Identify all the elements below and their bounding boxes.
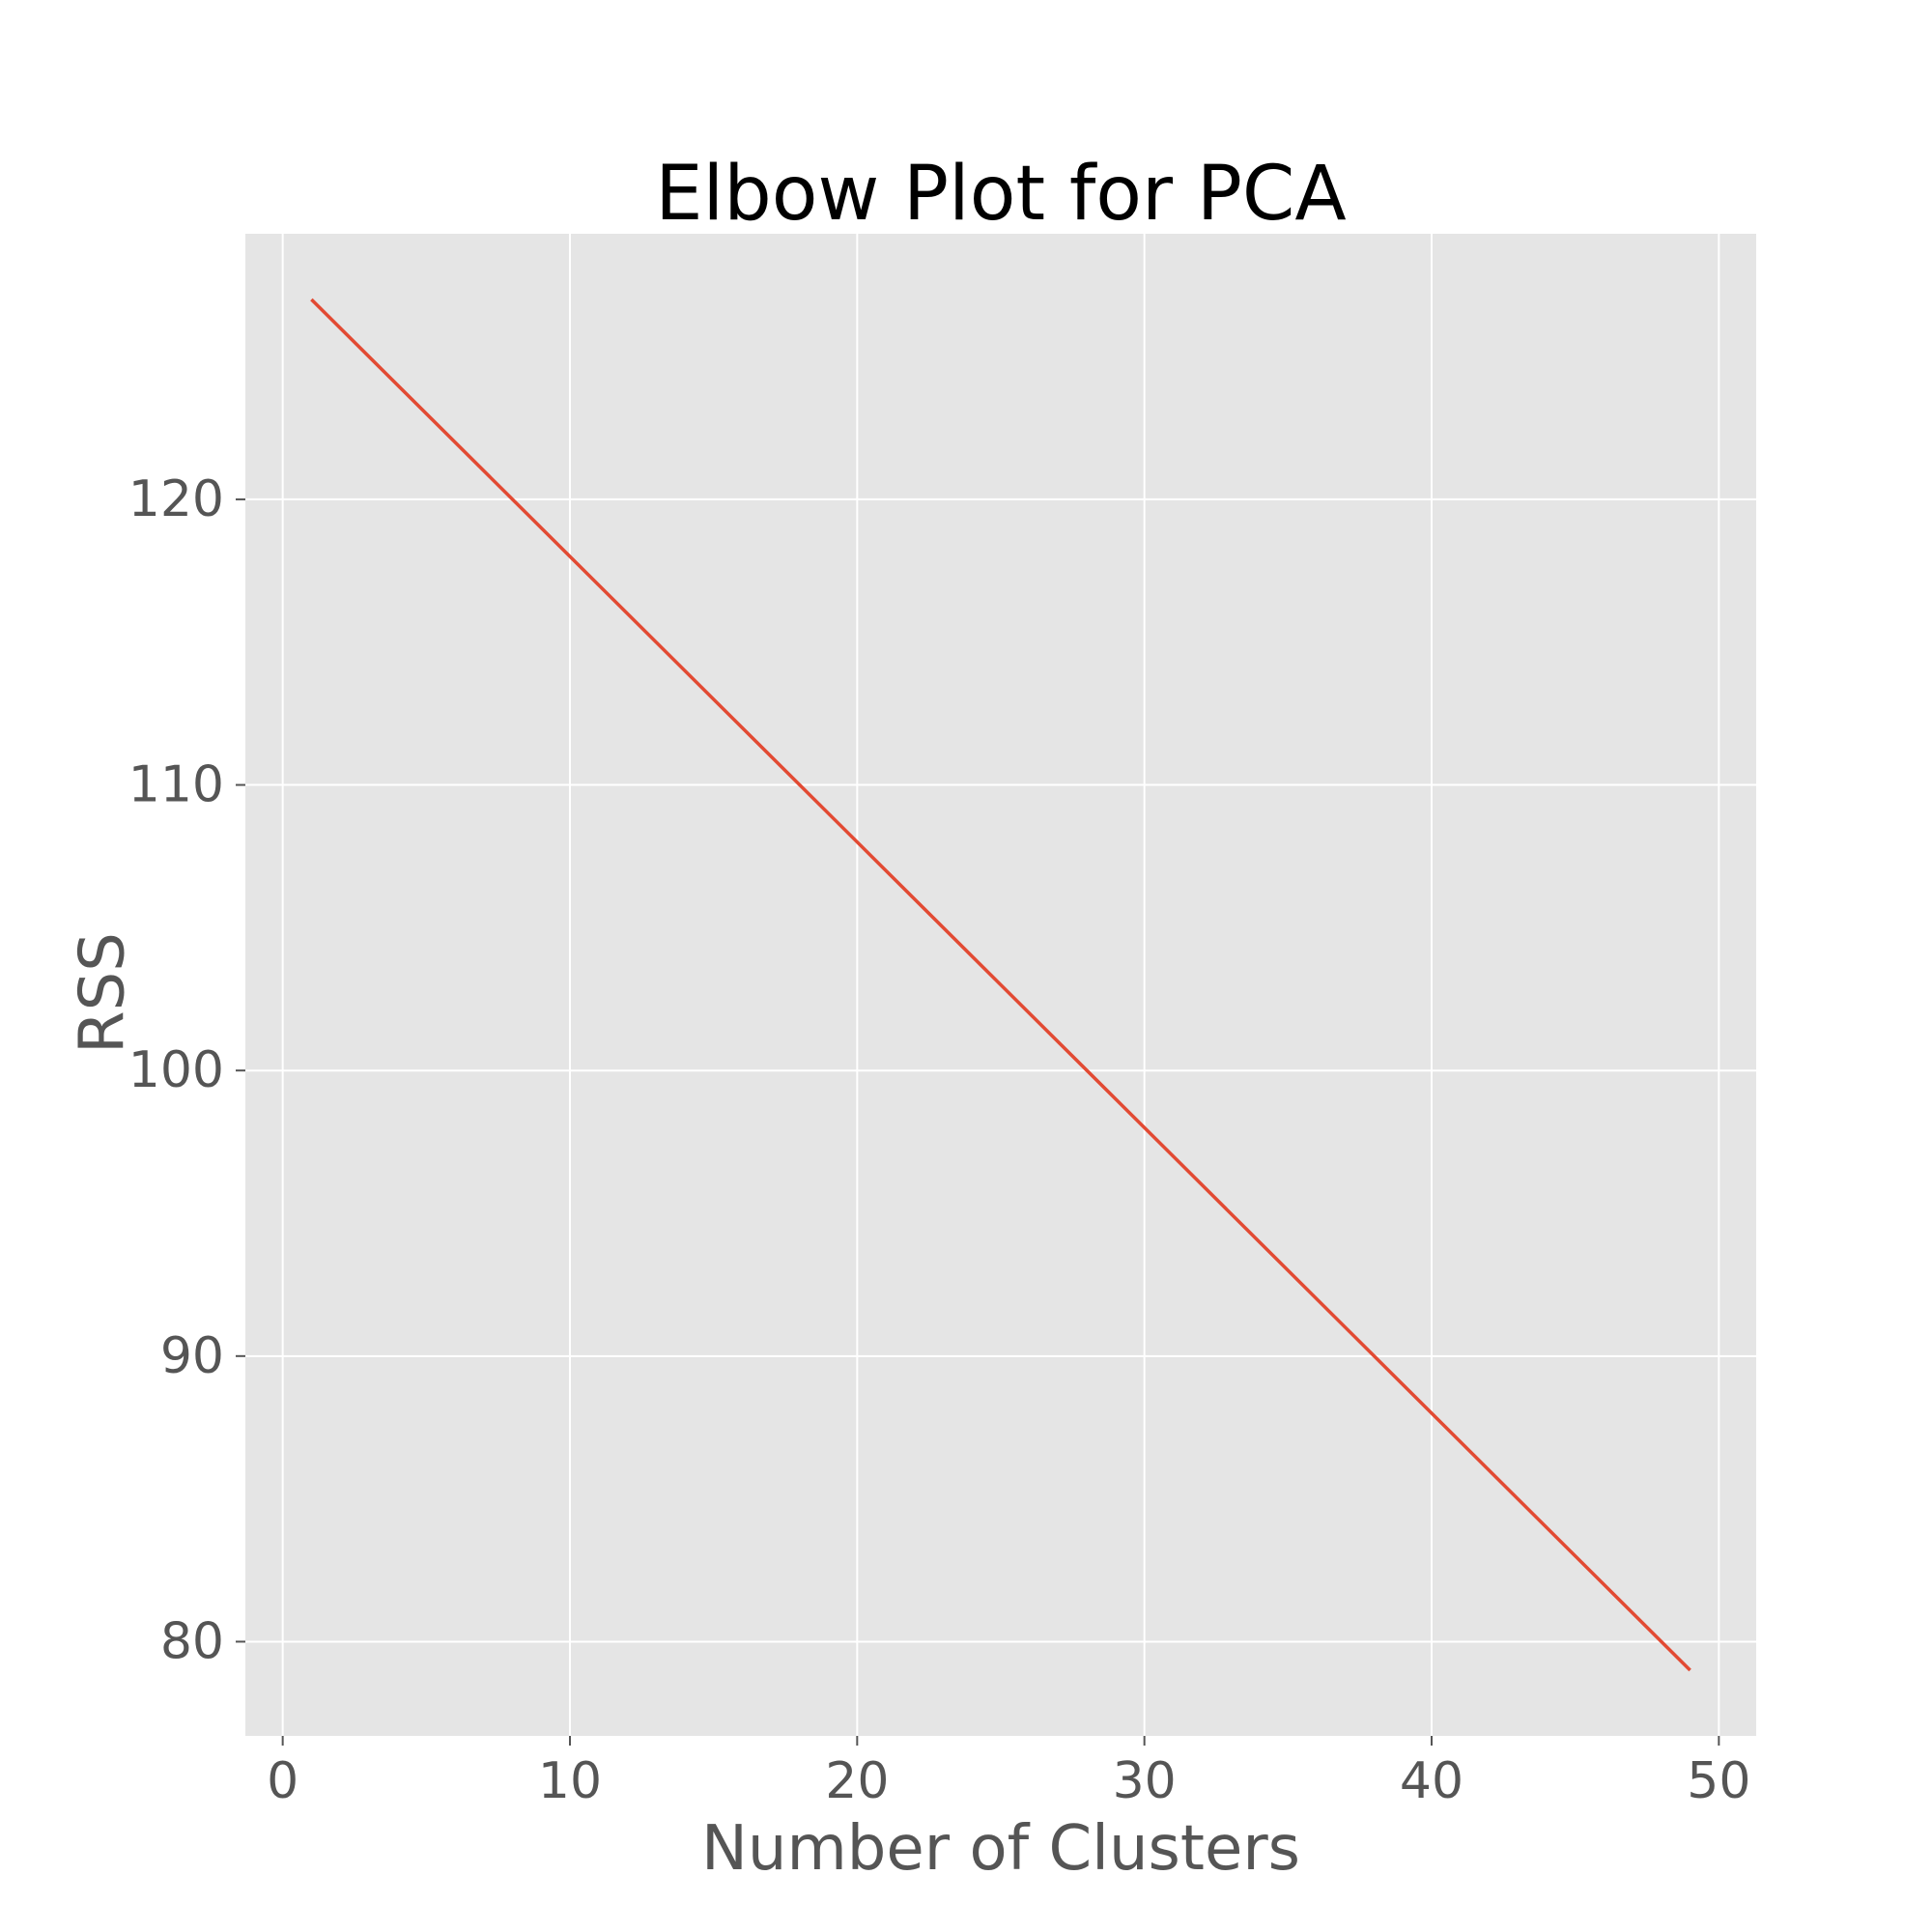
y-tick-label: 100 (128, 1041, 224, 1099)
y-tick-label: 90 (160, 1327, 224, 1385)
x-tick-label: 0 (267, 1752, 298, 1810)
x-tick-label: 40 (1400, 1752, 1463, 1810)
x-tick-label: 20 (825, 1752, 889, 1810)
chart-title: Elbow Plot for PCA (655, 151, 1346, 238)
x-tick-label: 10 (538, 1752, 602, 1810)
x-tick-label: 50 (1687, 1752, 1750, 1810)
y-tick-label: 80 (160, 1612, 224, 1670)
y-axis-label: RSS (68, 932, 139, 1054)
x-tick-label: 30 (1113, 1752, 1177, 1810)
series-line (310, 298, 1691, 1672)
x-axis-label: Number of Clusters (701, 1813, 1300, 1885)
y-tick-label: 120 (128, 470, 224, 528)
grid-lines (245, 234, 1756, 1736)
axis-ticks: 0 10 20 30 40 50 80 90 100 110 120 (128, 470, 1751, 1810)
y-tick-label: 110 (128, 756, 224, 814)
series-layer (310, 298, 1691, 1672)
